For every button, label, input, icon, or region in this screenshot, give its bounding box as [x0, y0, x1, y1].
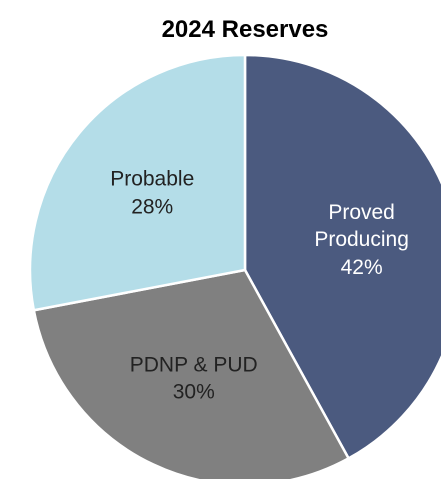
chart-title: 2024 Reserves: [161, 16, 329, 43]
pie-slice: [32, 268, 351, 479]
value-label: 28%: [131, 195, 174, 219]
slice-label: Proved Producing 42%: [297, 199, 427, 281]
slice-label: Probable 28%: [87, 166, 217, 221]
pie-slice: [28, 53, 247, 312]
category-label: Proved Producing: [314, 201, 409, 252]
category-label: PDNP & PUD: [129, 353, 258, 377]
value-label: 30%: [172, 380, 215, 404]
value-label: 42%: [340, 255, 383, 279]
slice-label: PDNP & PUD 30%: [129, 352, 259, 407]
category-label: Probable: [110, 167, 195, 191]
